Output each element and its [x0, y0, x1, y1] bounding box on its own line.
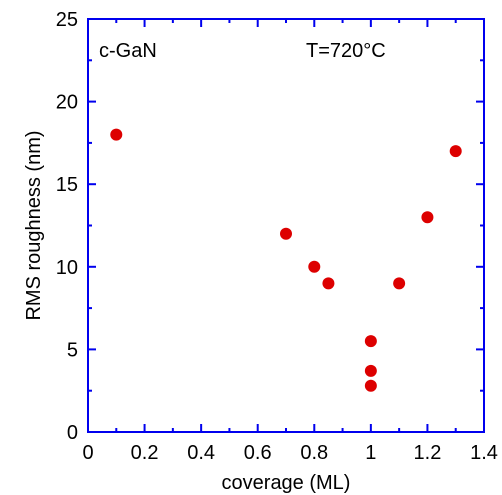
y-tick-labels: 0 5 10 15 20 25	[56, 9, 78, 444]
data-point	[364, 335, 377, 348]
data-point	[364, 364, 377, 377]
x-tick-label: 0	[82, 442, 93, 464]
x-tick-label: 1.4	[470, 442, 498, 464]
y-tick-label: 0	[67, 422, 78, 444]
points-layer	[110, 128, 462, 392]
data-point	[393, 277, 406, 290]
data-point	[364, 379, 377, 392]
data-point	[449, 145, 462, 158]
y-tick-label: 5	[67, 339, 78, 361]
temperature-annotation: T=720°C	[306, 40, 386, 62]
y-axis-label: RMS roughness (nm)	[23, 130, 45, 320]
x-axis-label: coverage (ML)	[222, 472, 351, 494]
x-tick-label: 1	[365, 442, 376, 464]
plot-frame	[87, 18, 485, 433]
ticks-layer	[87, 18, 485, 433]
y-tick-label: 10	[56, 257, 78, 279]
x-tick-labels: 0 0.2 0.4 0.6 0.8 1 1.2 1.4	[82, 442, 497, 464]
x-tick-label: 0.8	[300, 442, 328, 464]
data-point	[421, 211, 434, 224]
data-point	[110, 128, 123, 141]
y-tick-label: 20	[56, 92, 78, 114]
y-tick-label: 25	[56, 9, 78, 31]
data-point	[280, 227, 292, 240]
sample-annotation: c-GaN	[99, 40, 157, 62]
y-tick-label: 15	[56, 174, 78, 196]
x-tick-label: 1.2	[414, 442, 442, 464]
x-tick-label: 0.4	[187, 442, 215, 464]
data-point	[322, 277, 335, 290]
data-point	[308, 260, 321, 273]
x-tick-label: 0.2	[131, 442, 159, 464]
x-tick-label: 0.6	[244, 442, 272, 464]
